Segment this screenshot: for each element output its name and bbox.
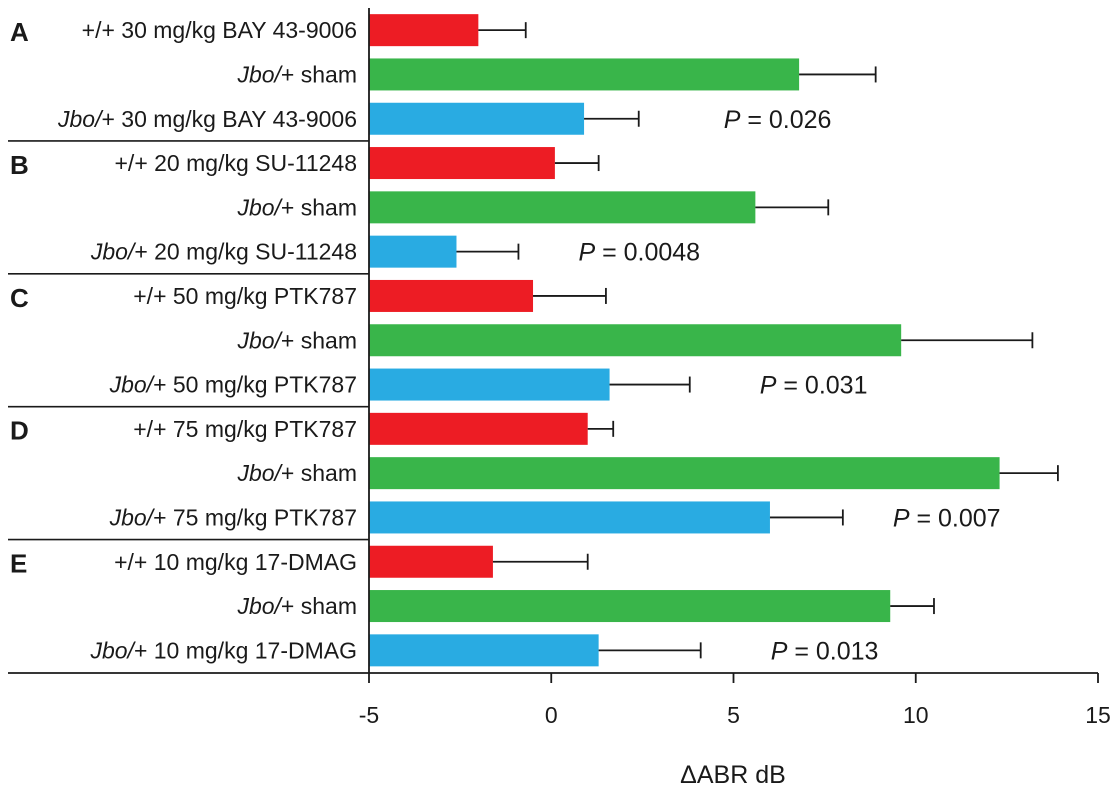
category-label: Jbo/+ 75 mg/kg PTK787 bbox=[109, 504, 357, 530]
bar bbox=[369, 235, 457, 268]
category-label: +/+ 30 mg/kg BAY 43-9006 bbox=[82, 17, 357, 43]
bar bbox=[369, 501, 770, 534]
bar bbox=[369, 324, 902, 357]
panel-label: A bbox=[10, 17, 29, 47]
bar bbox=[369, 191, 756, 224]
category-label: Jbo/+ 30 mg/kg BAY 43-9006 bbox=[57, 106, 357, 132]
x-tick-label: 5 bbox=[727, 702, 740, 728]
bar bbox=[369, 634, 599, 667]
category-label: Jbo/+ sham bbox=[236, 327, 357, 353]
x-tick-label: 15 bbox=[1085, 702, 1111, 728]
category-label: Jbo/+ sham bbox=[236, 593, 357, 619]
category-labels-layer: A +/+ 30 mg/kg BAY 43-9006 Jbo/+ sham Jbo/+… bbox=[10, 17, 1001, 665]
bar bbox=[369, 58, 800, 91]
category-label: +/+ 20 mg/kg SU-11248 bbox=[115, 150, 358, 176]
bar bbox=[369, 368, 610, 401]
category-label: Jbo/+ sham bbox=[236, 61, 357, 87]
category-label: Jbo/+ 20 mg/kg SU-11248 bbox=[90, 239, 357, 265]
p-value-annotation: P = 0.013 bbox=[771, 637, 879, 665]
axes-layer: -5 0 5 10 15 bbox=[8, 8, 1111, 728]
bar bbox=[369, 102, 585, 135]
bar bbox=[369, 457, 1000, 490]
x-axis-title: ΔABR dB bbox=[680, 761, 786, 789]
bar bbox=[369, 412, 588, 445]
bar bbox=[369, 279, 534, 312]
x-tick-label: 10 bbox=[903, 702, 929, 728]
x-tick-label: -5 bbox=[359, 702, 379, 728]
category-label: Jbo/+ sham bbox=[236, 194, 357, 220]
bars-layer bbox=[369, 14, 1059, 667]
bar bbox=[369, 14, 479, 47]
panel-label: D bbox=[10, 416, 29, 446]
bar bbox=[369, 590, 891, 623]
panel-separators bbox=[8, 140, 369, 541]
x-tick-label: 0 bbox=[545, 702, 558, 728]
p-value-annotation: P = 0.026 bbox=[724, 106, 832, 134]
panel-label: B bbox=[10, 150, 29, 180]
category-label: +/+ 10 mg/kg 17-DMAG bbox=[114, 549, 357, 575]
category-label: +/+ 75 mg/kg PTK787 bbox=[133, 416, 357, 442]
bar bbox=[369, 545, 493, 578]
p-value-annotation: P = 0.0048 bbox=[578, 239, 700, 267]
category-label: +/+ 50 mg/kg PTK787 bbox=[133, 283, 357, 309]
bar bbox=[369, 147, 555, 180]
panel-label: C bbox=[10, 283, 29, 313]
p-value-annotation: P = 0.031 bbox=[760, 372, 868, 400]
category-label: Jbo/+ sham bbox=[236, 460, 357, 486]
p-value-annotation: P = 0.007 bbox=[893, 504, 1001, 532]
category-label: Jbo/+ 50 mg/kg PTK787 bbox=[109, 372, 357, 398]
panel-label: E bbox=[10, 549, 27, 579]
category-label: Jbo/+ 10 mg/kg 17-DMAG bbox=[89, 637, 357, 663]
